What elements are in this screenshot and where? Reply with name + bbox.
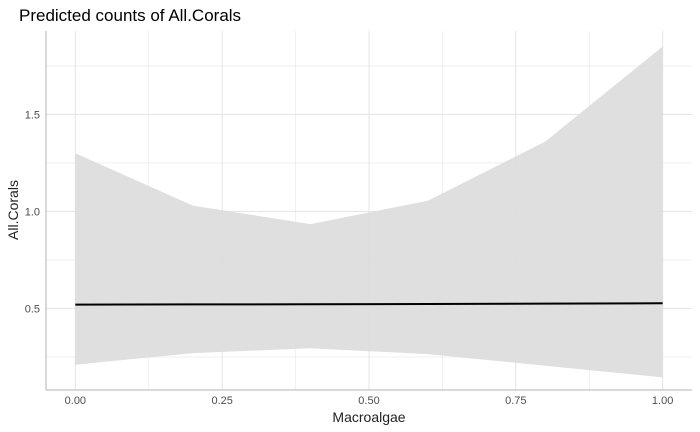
x-tick-label: 0.50: [358, 395, 379, 407]
y-tick-label: 1.5: [25, 109, 40, 121]
y-axis-ticks: 0.5 1.0 1.5: [25, 109, 40, 315]
x-tick-label: 0.00: [65, 395, 86, 407]
x-tick-label: 1.00: [652, 395, 673, 407]
chart-title: Predicted counts of All.Corals: [19, 6, 241, 25]
prediction-line: [75, 302, 663, 306]
y-tick-label: 0.5: [25, 303, 40, 315]
x-axis-ticks: 0.00 0.25 0.50 0.75 1.00: [65, 395, 674, 407]
y-tick-label: 1.0: [25, 206, 40, 218]
x-tick-label: 0.25: [211, 395, 232, 407]
y-axis-title: All.Corals: [5, 180, 21, 240]
x-tick-label: 0.75: [505, 395, 526, 407]
x-axis-title: Macroalgae: [332, 409, 405, 425]
confidence-band: [75, 46, 663, 378]
